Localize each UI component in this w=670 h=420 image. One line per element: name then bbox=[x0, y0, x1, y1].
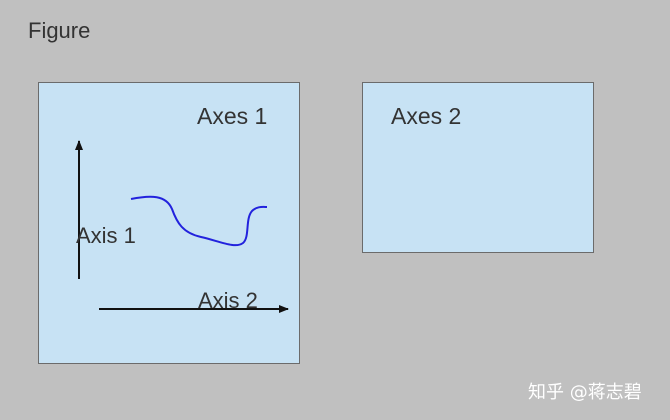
axes-1-drawing bbox=[75, 140, 289, 313]
axes-1-box: Axes 1 Axis 1 Axis 2 bbox=[38, 82, 300, 364]
axis-2-label: Axis 2 bbox=[198, 288, 258, 313]
watermark-text: 知乎 @蒋志碧 bbox=[528, 382, 642, 403]
axis-1-label: Axis 1 bbox=[76, 223, 136, 248]
axes-1-title: Axes 1 bbox=[197, 103, 268, 129]
data-curve bbox=[130, 195, 268, 247]
axes-2-title: Axes 2 bbox=[391, 103, 462, 129]
axes-2-box: Axes 2 bbox=[362, 82, 594, 253]
figure-label: Figure bbox=[28, 18, 91, 43]
